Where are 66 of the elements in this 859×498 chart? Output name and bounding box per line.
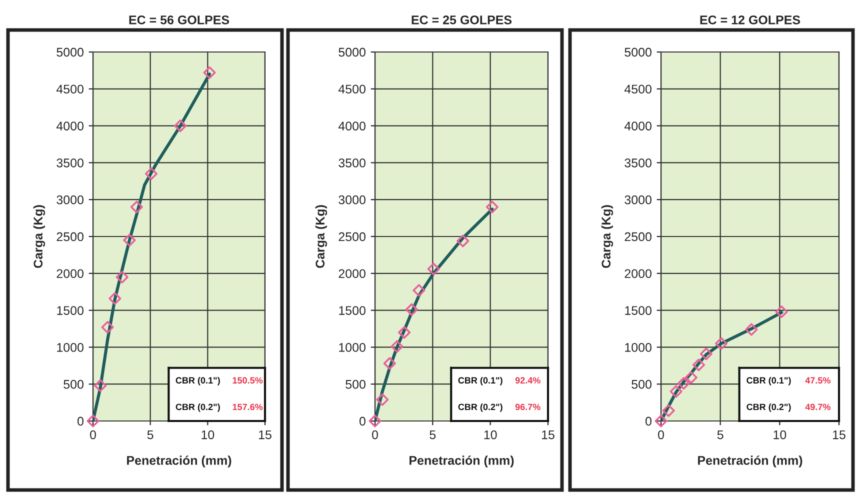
y-tick-label: 3000 [56,195,84,204]
y-tick-label: 1500 [339,306,366,315]
x-tick-label: 10 [774,430,786,440]
y-tick-label: 5000 [338,48,366,57]
x-tick-label: 10 [202,430,214,440]
chart-title: EC = 56 GOLPES [129,15,230,24]
y-tick-label: 4500 [338,84,366,94]
chart-title: EC = 12 GOLPES [700,15,800,24]
y-tick-label: 2000 [624,269,652,278]
y-tick-label: 3500 [56,158,84,168]
x-tick-label: 5 [147,430,154,440]
y-tick-label: 1000 [625,343,652,352]
x-axis-title: Penetración (mm) [127,456,232,468]
x-tick-label: 15 [833,430,846,440]
annotation: CBR (0.2") [176,404,220,412]
annotation: 49.7% [805,404,830,410]
y-tick-label: 3000 [624,195,652,204]
y-tick-label: 500 [346,380,366,389]
chart-title: EC = 25 GOLPES [412,15,512,24]
x-axis-title: Penetración (mm) [410,456,514,468]
y-tick-label: 4500 [624,84,652,94]
y-axis-title: Carga (Kg) [33,205,46,268]
annotation: CBR (0.2") [458,404,502,412]
y-axis-title: Carga (Kg) [315,205,328,268]
y-tick-label: 3500 [624,158,652,168]
x-axis-title: Penetración (mm) [698,456,802,468]
y-axis-title: Carga (Kg) [601,205,614,268]
y-tick-label: 4000 [624,122,652,130]
y-tick-label: 4500 [56,84,84,94]
annotation: 150.5% [232,377,263,384]
y-tick-label: 0 [646,416,652,426]
y-tick-label: 3500 [338,158,366,168]
y-tick-label: 1500 [625,306,652,315]
x-tick-label: 15 [259,430,272,440]
x-tick-label: 5 [717,430,724,440]
y-tick-label: 2500 [338,232,366,242]
y-tick-label: 500 [64,380,84,389]
annotation: 157.6% [232,404,263,410]
y-tick-label: 0 [360,416,366,426]
annotation: CBR (0.1") [746,376,791,386]
y-tick-label: 1000 [339,343,366,352]
y-tick-label: 4000 [338,122,366,130]
y-tick-label: 4000 [56,122,84,130]
x-tick-label: 0 [90,430,96,440]
y-tick-label: 0 [78,416,84,426]
y-tick-label: 3000 [338,195,366,204]
x-tick-label: 5 [430,430,436,440]
y-tick-label: 1500 [57,306,84,315]
x-tick-label: 10 [484,430,497,440]
y-tick-label: 1000 [57,343,84,352]
y-tick-label: 5000 [624,48,652,57]
annotation: 96.7% [515,404,540,410]
annotation: CBR (0.2") [746,404,791,412]
y-tick-label: 5000 [56,48,84,57]
annotation: 47.5% [805,377,830,384]
x-tick-label: 0 [658,430,664,440]
y-tick-label: 500 [632,380,652,389]
y-tick-label: 2000 [338,269,366,278]
annotation: 92.4% [515,377,540,384]
y-tick-label: 2500 [56,232,84,242]
annotation: CBR (0.1") [458,376,502,386]
y-tick-label: 2000 [56,269,84,278]
y-tick-label: 2500 [624,232,652,242]
x-tick-label: 15 [542,430,554,440]
annotation: CBR (0.1") [176,376,220,386]
x-tick-label: 0 [372,430,378,440]
